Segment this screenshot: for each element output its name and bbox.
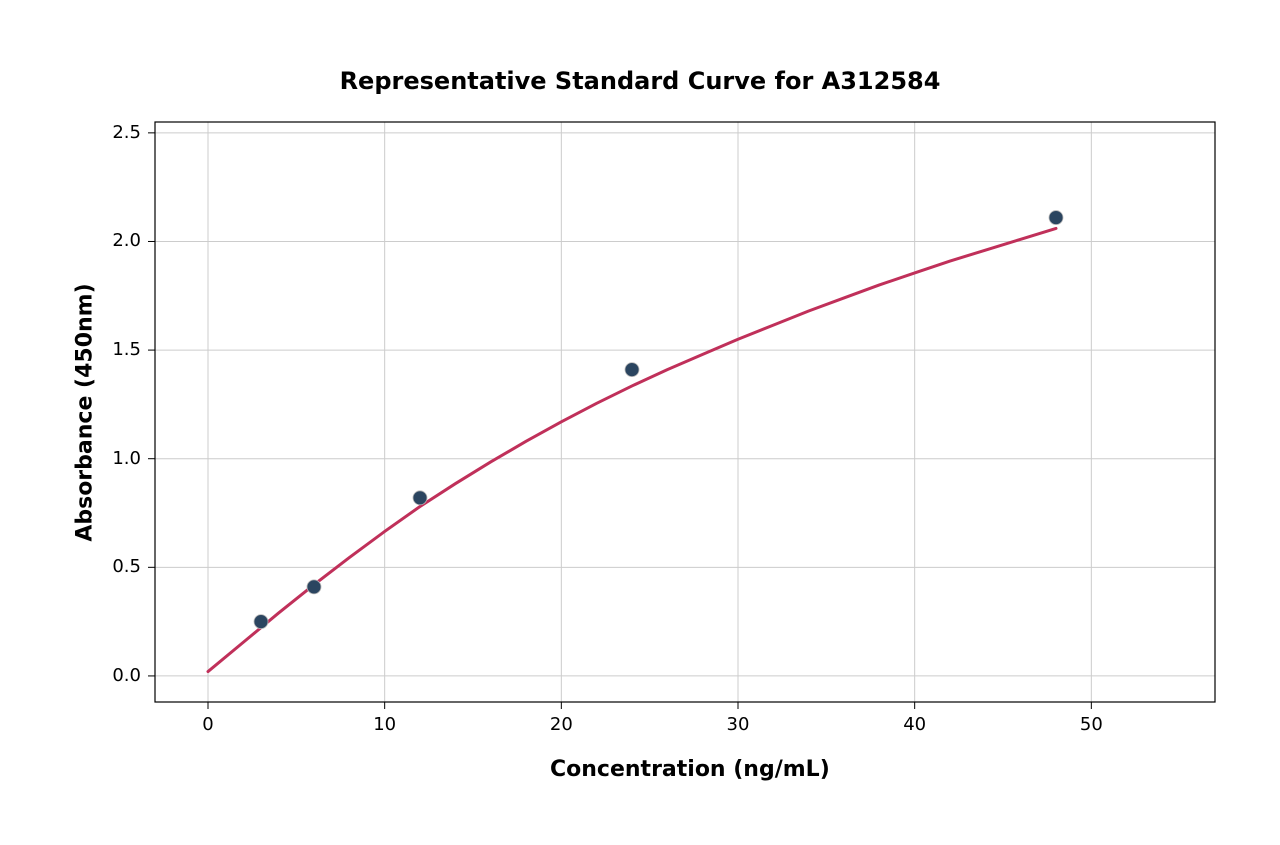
ytick-label: 0.5 <box>112 556 141 577</box>
plot-border <box>155 122 1215 702</box>
chart-container: Representative Standard Curve for A31258… <box>0 0 1280 845</box>
xtick-label: 50 <box>1076 714 1106 735</box>
data-point <box>625 363 639 377</box>
xtick-label: 40 <box>900 714 930 735</box>
ytick-label: 0.0 <box>112 665 141 686</box>
ytick-label: 1.5 <box>112 339 141 360</box>
xtick-label: 20 <box>546 714 576 735</box>
data-point <box>1049 211 1063 225</box>
data-point <box>413 491 427 505</box>
data-point <box>307 580 321 594</box>
ytick-label: 1.0 <box>112 448 141 469</box>
fit-curve <box>208 228 1056 671</box>
ytick-label: 2.5 <box>112 122 141 143</box>
xtick-label: 10 <box>370 714 400 735</box>
x-axis-label: Concentration (ng/mL) <box>550 757 830 782</box>
xtick-label: 0 <box>193 714 223 735</box>
y-axis-label: Absorbance (450nm) <box>73 263 98 563</box>
ytick-label: 2.0 <box>112 230 141 251</box>
chart-title: Representative Standard Curve for A31258… <box>0 67 1280 95</box>
xtick-label: 30 <box>723 714 753 735</box>
data-point <box>254 615 268 629</box>
